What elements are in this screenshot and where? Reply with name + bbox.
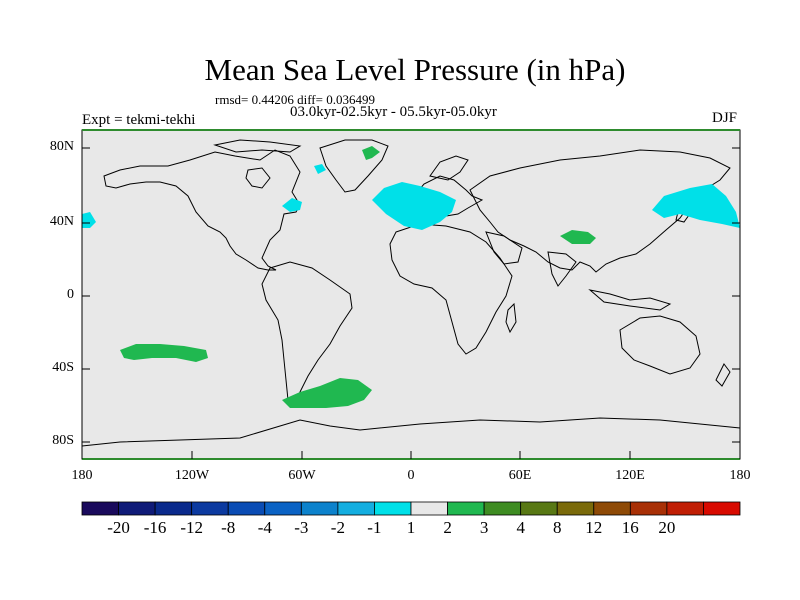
lat-label-40s: 40S xyxy=(52,360,74,375)
colorbar-label: -4 xyxy=(257,518,272,537)
coastline-south-america xyxy=(261,261,353,405)
colorbar-label: -20 xyxy=(107,518,130,537)
colorbar xyxy=(81,501,741,516)
lon-label-180w: 180 xyxy=(71,468,93,483)
coastline-asia xyxy=(469,149,731,273)
anomaly-layer xyxy=(82,146,740,408)
colorbar-label: -8 xyxy=(221,518,236,537)
colorbar-label: 20 xyxy=(658,518,676,537)
lat-label-80s: 80S xyxy=(52,433,74,448)
lon-label-60w: 60W xyxy=(288,468,316,483)
anomaly-south-pacific xyxy=(120,344,208,362)
colorbar-swatch xyxy=(483,501,522,516)
colorbar-label: 8 xyxy=(552,518,562,537)
anomaly-north-pacific-japan xyxy=(652,184,740,228)
anomaly-alaska xyxy=(314,164,326,174)
colorbar-swatch xyxy=(666,501,704,516)
lon-ticks xyxy=(81,451,741,459)
colorbar-swatch xyxy=(447,501,485,516)
colorbar-label: -12 xyxy=(180,518,204,537)
lon-label-60e: 60E xyxy=(508,468,532,483)
period-label: 03.0kyr-02.5kyr - 05.5kyr-05.0kyr xyxy=(290,104,497,120)
colorbar-swatch xyxy=(118,501,156,516)
colorbar-swatch xyxy=(264,501,302,516)
season-label: DJF xyxy=(712,110,738,126)
lat-label-40n: 40N xyxy=(49,214,74,229)
coastline-new-zealand xyxy=(715,363,731,387)
colorbar-swatch xyxy=(337,501,375,516)
lon-label-120e: 120E xyxy=(615,468,645,483)
coastline-antarctica xyxy=(81,417,741,447)
colorbar-label: -2 xyxy=(330,518,345,537)
colorbar-swatch xyxy=(593,501,631,516)
lat-ticks xyxy=(82,147,740,443)
colorbar-label: -16 xyxy=(143,518,167,537)
coastline-arabia xyxy=(485,231,523,265)
anomaly-central-asia xyxy=(560,230,596,244)
coastline-greenland xyxy=(319,139,389,193)
colorbar-label: 16 xyxy=(621,518,639,537)
anomaly-west-edge xyxy=(82,212,96,228)
lat-label-80n: 80N xyxy=(49,139,74,154)
colorbar-swatch xyxy=(703,501,741,516)
anomaly-ne-north-america xyxy=(282,198,302,212)
colorbar-swatch xyxy=(300,501,339,516)
coastline-madagascar xyxy=(505,302,517,334)
colorbar-label: 3 xyxy=(479,518,489,537)
colorbar-swatch xyxy=(410,501,448,516)
lon-label-180e: 180 xyxy=(729,468,751,483)
coastline-indonesia xyxy=(588,289,672,311)
colorbar-swatch xyxy=(227,501,266,516)
colorbar-label: -3 xyxy=(294,518,309,537)
anomaly-north-atlantic-europe xyxy=(372,182,456,230)
coastline-india xyxy=(547,251,577,287)
colorbar-swatch xyxy=(154,501,193,516)
coastline-scandinavia xyxy=(429,155,469,181)
coastline-hudson-bay xyxy=(245,167,271,189)
colorbar-swatch xyxy=(374,501,412,516)
colorbar-label: -1 xyxy=(367,518,382,537)
colorbar-label: 4 xyxy=(516,518,525,537)
coastline-australia xyxy=(619,315,701,375)
experiment-label: Expt = tekmi-tekhi xyxy=(82,112,196,128)
colorbar-swatch xyxy=(81,501,119,516)
map-title: Mean Sea Level Pressure (in hPa) xyxy=(204,52,626,87)
coastline-arctic-islands xyxy=(213,139,302,153)
lon-label-120w: 120W xyxy=(174,468,210,483)
colorbar-label: 1 xyxy=(406,518,416,537)
anomaly-south-atlantic xyxy=(282,378,372,408)
coastline-north-america xyxy=(103,149,301,271)
coastline-africa xyxy=(389,223,513,355)
colorbar-swatch xyxy=(556,501,595,516)
anomaly-greenland xyxy=(362,146,380,160)
map-background xyxy=(82,130,740,459)
colorbar-swatch xyxy=(191,501,229,516)
lat-label-0: 0 xyxy=(67,287,74,302)
lon-label-0: 0 xyxy=(407,468,415,483)
colorbar-label: 2 xyxy=(443,518,452,537)
colorbar-label: 12 xyxy=(585,518,603,537)
colorbar-swatch xyxy=(520,501,558,516)
rmsd-diff-stats: rmsd= 0.44206 diff= 0.036499 xyxy=(215,92,375,107)
colorbar-swatch xyxy=(629,501,668,516)
